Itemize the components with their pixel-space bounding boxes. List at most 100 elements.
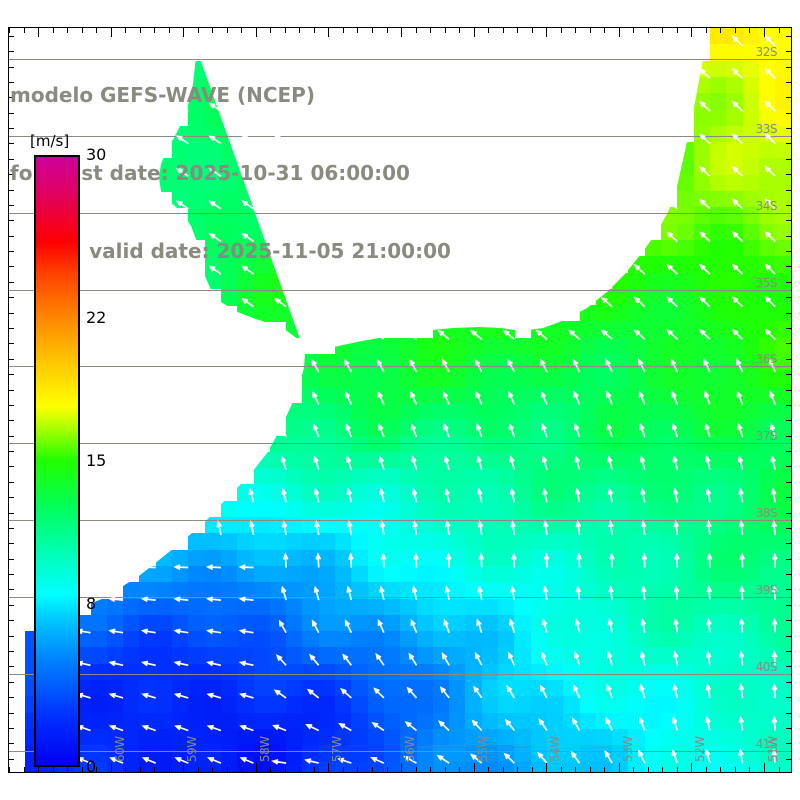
wind-arrow (706, 585, 713, 601)
wind-arrow (705, 650, 712, 666)
axis-tick-top (604, 28, 606, 33)
raster-cell (546, 728, 564, 746)
raster-cell (709, 565, 727, 583)
raster-cell (367, 663, 385, 681)
wind-arrow (378, 423, 385, 438)
raster-cell (514, 696, 532, 714)
wind-arrow (738, 748, 744, 764)
axis-tick-right (786, 35, 791, 37)
raster-cell (351, 582, 369, 600)
wind-arrow (736, 358, 744, 373)
axis-tick-right (786, 158, 791, 160)
raster-cell (432, 745, 450, 763)
raster-cell (612, 712, 629, 730)
raster-cell (742, 598, 760, 616)
raster-cell (449, 565, 466, 583)
raster-cell (286, 565, 303, 583)
raster-cell (742, 223, 760, 241)
axis-tick-bottom (401, 763, 402, 772)
raster-cell (661, 256, 678, 274)
raster-cell (726, 614, 744, 632)
axis-tick-left (9, 727, 14, 729)
wind-arrow (535, 329, 548, 340)
raster-cell (563, 680, 581, 697)
raster-cell (90, 663, 108, 681)
raster-cell (775, 288, 791, 306)
raster-cell (416, 402, 434, 420)
raster-cell (579, 598, 597, 616)
wind-arrow (379, 585, 385, 601)
raster-cell (253, 468, 271, 485)
raster-cell (155, 728, 173, 746)
raster-cell (351, 728, 369, 746)
raster-cell (465, 517, 483, 534)
axis-tick-left (9, 358, 14, 360)
raster-cell (335, 728, 352, 746)
raster-cell (449, 484, 466, 502)
raster-cell (742, 60, 760, 78)
raster-cell (383, 468, 401, 485)
wind-arrow (475, 390, 483, 405)
wind-arrow (474, 358, 483, 373)
axis-tick-right (786, 558, 791, 560)
longitude-label: 52W (693, 736, 708, 762)
axis-tick-right (786, 358, 791, 360)
axis-tick-bottom (546, 763, 548, 772)
wind-arrow (539, 684, 548, 699)
raster-cell (253, 614, 271, 632)
raster-cell (367, 402, 385, 420)
raster-cell (204, 207, 222, 225)
raster-cell (172, 565, 189, 583)
raster-cell (416, 712, 434, 730)
raster-cell (253, 663, 271, 681)
raster-cell (351, 663, 369, 681)
raster-cell (318, 549, 336, 567)
raster-cell (449, 533, 466, 551)
raster-cell (155, 631, 173, 648)
raster-cell (416, 598, 434, 616)
raster-cell (188, 93, 206, 111)
raster-cell (351, 598, 369, 616)
raster-cell (335, 549, 352, 567)
raster-cell (530, 533, 548, 551)
raster-cell (106, 728, 124, 746)
raster-cell (432, 386, 450, 404)
axis-tick-bottom (589, 767, 591, 772)
raster-cell (775, 631, 791, 648)
raster-cell (595, 321, 613, 339)
raster-cell (302, 598, 320, 616)
raster-cell (563, 728, 581, 746)
raster-cell (661, 549, 678, 567)
raster-cell (432, 533, 450, 551)
raster-cell (677, 223, 695, 241)
raster-cell (188, 142, 206, 159)
axis-tick-right (786, 527, 791, 529)
raster-cell (546, 533, 564, 551)
wind-arrow (607, 455, 613, 470)
raster-cell (644, 288, 662, 306)
axis-tick-bottom (705, 767, 707, 772)
raster-cell (661, 598, 678, 616)
wind-arrow (509, 585, 516, 601)
wind-arrow (410, 618, 418, 634)
raster-cell (367, 468, 385, 485)
wind-arrow (543, 552, 550, 568)
raster-cell (253, 565, 271, 583)
raster-cell (188, 191, 206, 208)
raster-cell (546, 500, 564, 518)
axis-tick-right (786, 451, 791, 452)
wind-arrow (739, 585, 745, 601)
raster-cell (546, 712, 564, 730)
wind-arrow (239, 724, 254, 732)
axis-tick-left (9, 697, 14, 699)
raster-cell (286, 728, 303, 746)
raster-cell (628, 680, 646, 697)
axis-tick-left (9, 497, 14, 499)
wind-arrow (508, 390, 516, 405)
axis-tick-bottom (255, 763, 257, 772)
wind-arrow (411, 585, 418, 601)
raster-cell (481, 680, 499, 697)
raster-cell (90, 680, 108, 697)
raster-cell (628, 484, 646, 502)
raster-cell (188, 631, 206, 648)
